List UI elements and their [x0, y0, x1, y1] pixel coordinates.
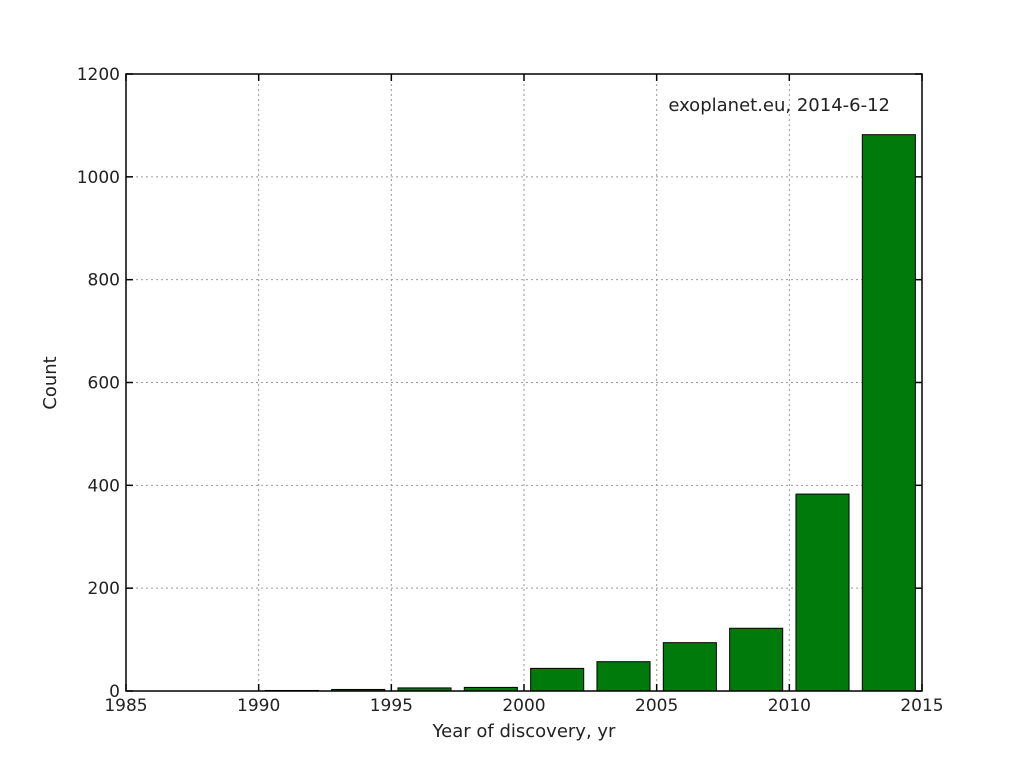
y-axis-label: Count: [40, 356, 61, 409]
y-tick-label: 800: [88, 271, 120, 291]
bar: [861, 134, 916, 692]
bar: [795, 493, 850, 692]
x-tick-label: 1995: [370, 696, 413, 716]
chart-annotation: exoplanet.eu, 2014-6-12: [668, 95, 890, 116]
x-tick-label: 1990: [237, 696, 280, 716]
x-tick-label: 2010: [768, 696, 811, 716]
y-tick-label: 0: [109, 682, 120, 702]
x-tick-label: 2000: [502, 696, 545, 716]
x-axis-label: Year of discovery, yr: [432, 721, 616, 742]
axis-ticks: [125, 73, 923, 692]
x-tick-labels: 1985 1990 1995 2000 2005 2010 2015: [104, 696, 943, 716]
bar: [596, 661, 651, 692]
bars: [264, 134, 916, 692]
y-tick-label: 200: [88, 579, 120, 599]
bar: [662, 642, 717, 692]
y-tick-label: 1000: [77, 168, 120, 188]
bar: [530, 667, 585, 692]
y-tick-label: 1200: [77, 65, 120, 85]
x-tick-label: 2015: [900, 696, 943, 716]
x-tick-label: 2005: [635, 696, 678, 716]
y-tick-label: 600: [88, 374, 120, 394]
y-tick-labels: 0 200 400 600 800 1000 1200: [77, 65, 120, 702]
y-tick-label: 400: [88, 476, 120, 496]
bar: [729, 627, 784, 692]
x-tick-label: 1985: [104, 696, 147, 716]
